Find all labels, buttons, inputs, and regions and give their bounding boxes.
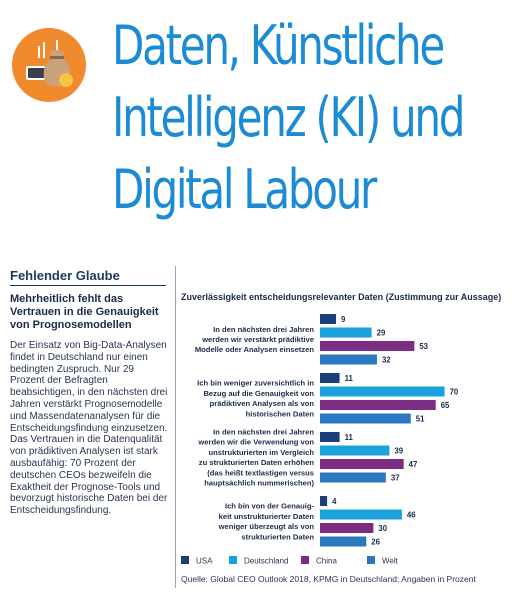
bar-usa <box>320 314 337 324</box>
bar-deutschland <box>320 386 445 397</box>
data-label: 29 <box>377 329 386 338</box>
category-label: hauptsächlich nummerischen) <box>204 479 314 488</box>
bar-welt <box>320 354 377 365</box>
column-divider <box>175 266 176 588</box>
data-label: 65 <box>441 401 450 410</box>
data-label: 32 <box>382 356 391 365</box>
bar-deutschland <box>320 509 402 520</box>
section-label: Fehlender Glaube <box>10 268 120 283</box>
legend-swatch <box>229 556 237 564</box>
data-label: 9 <box>341 315 346 324</box>
category-label: werden wir verstärkt prädiktive <box>201 335 314 344</box>
data-label: 26 <box>371 538 380 547</box>
legend-entry: China <box>316 557 337 566</box>
category-label: historischen Daten <box>246 409 315 418</box>
category-label: Modelle oder Analysen einsetzen <box>195 345 315 354</box>
title-line-1: Daten, Künstliche <box>112 14 445 77</box>
bar-usa <box>320 432 340 442</box>
category-label: zu strukturierten Daten erhöhen <box>199 458 315 467</box>
bar-china <box>320 459 404 469</box>
header-icon-circle <box>12 28 86 102</box>
bar-deutschland <box>320 327 372 338</box>
data-label: 11 <box>345 433 354 442</box>
title-line-2: Intelligenz (KI) und <box>112 86 465 149</box>
data-label: 30 <box>378 524 387 533</box>
category-label: keit unstrukturierter Daten <box>219 512 315 521</box>
category-label: Ich bin von der Genauig- <box>225 502 314 511</box>
legend-entry: USA <box>196 557 213 566</box>
category-label: In den nächsten drei Jahren <box>213 428 314 437</box>
data-label: 11 <box>345 374 354 383</box>
chart-title: Zuverlässigkeit entscheidungsrelevanter … <box>181 292 502 302</box>
data-label: 70 <box>450 388 459 397</box>
category-label: In den nächsten drei Jahren <box>213 325 314 334</box>
category-label: (das heißt textlastigen versus <box>207 468 314 477</box>
category-label: weniger überzeugt als von <box>218 522 315 531</box>
bar-welt <box>320 413 411 424</box>
page-title: Daten, Künstliche Intelligenz (KI) und D… <box>112 10 465 226</box>
category-label: werden wir die Verwendung von <box>197 438 314 447</box>
category-label: unstrukturierten im Vergleich <box>209 448 315 457</box>
data-label: 46 <box>407 511 416 520</box>
title-line-3: Digital Labour <box>112 158 377 221</box>
category-label: Bezug auf die Genauigkeit von <box>203 389 314 398</box>
article-subhead: Mehrheitlich fehlt das Vertrauen in die … <box>10 293 159 331</box>
bar-china <box>320 400 436 410</box>
category-label: strukturierten Daten <box>241 532 314 541</box>
bar-china <box>320 341 415 351</box>
bar-deutschland <box>320 445 390 456</box>
bar-usa <box>320 496 328 506</box>
data-label: 39 <box>394 447 403 456</box>
bar-usa <box>320 373 340 383</box>
legend-swatch <box>301 556 309 564</box>
data-label: 51 <box>416 415 425 424</box>
data-label: 37 <box>391 474 400 483</box>
bar-china <box>320 523 374 533</box>
legend-swatch <box>367 556 375 564</box>
data-label: 53 <box>419 342 428 351</box>
money-bag-icon <box>26 40 73 87</box>
legend-entry: Deutschland <box>244 557 288 566</box>
data-label: 47 <box>409 460 418 469</box>
category-label: Ich bin weniger zuversichtlich in <box>197 379 314 388</box>
data-label: 4 <box>332 497 337 506</box>
bar-welt <box>320 536 367 547</box>
section-rule <box>10 285 166 286</box>
legend-entry: Welt <box>382 557 399 566</box>
legend-swatch <box>181 556 189 564</box>
article-body: Der Einsatz von Big-Data-Analysen findet… <box>10 340 168 517</box>
bar-welt <box>320 472 386 483</box>
category-label: prädiktiven Analysen als von <box>210 399 315 408</box>
chart-source: Quelle: Global CEO Outlook 2018, KPMG in… <box>181 574 476 584</box>
